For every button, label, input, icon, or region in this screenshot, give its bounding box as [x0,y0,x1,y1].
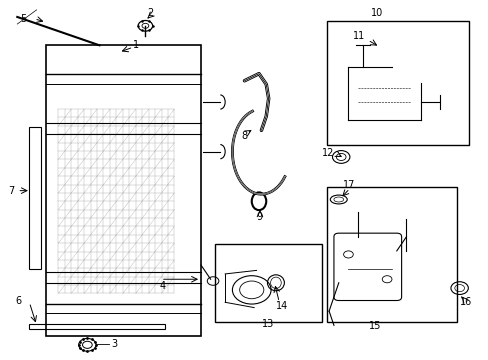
Text: 7: 7 [8,186,15,195]
Text: 10: 10 [370,8,383,18]
Text: 15: 15 [368,321,381,331]
Text: 6: 6 [15,296,21,306]
Text: 13: 13 [261,319,273,329]
Text: 2: 2 [147,8,153,18]
Text: 3: 3 [111,339,118,349]
Text: 5: 5 [20,14,26,24]
Text: 12: 12 [321,148,333,158]
Text: 16: 16 [459,297,471,307]
Bar [46,45,201,336]
Bar [29,324,164,329]
Text: 8: 8 [241,131,247,141]
Bar [29,127,41,269]
Text: 4: 4 [160,281,166,291]
Bar [326,187,456,322]
Bar [326,21,468,145]
Text: 17: 17 [343,180,355,190]
Text: 1: 1 [132,40,139,50]
Text: 14: 14 [276,301,288,311]
Text: 9: 9 [255,212,262,222]
Text: 11: 11 [352,31,365,41]
Bar [215,244,321,322]
